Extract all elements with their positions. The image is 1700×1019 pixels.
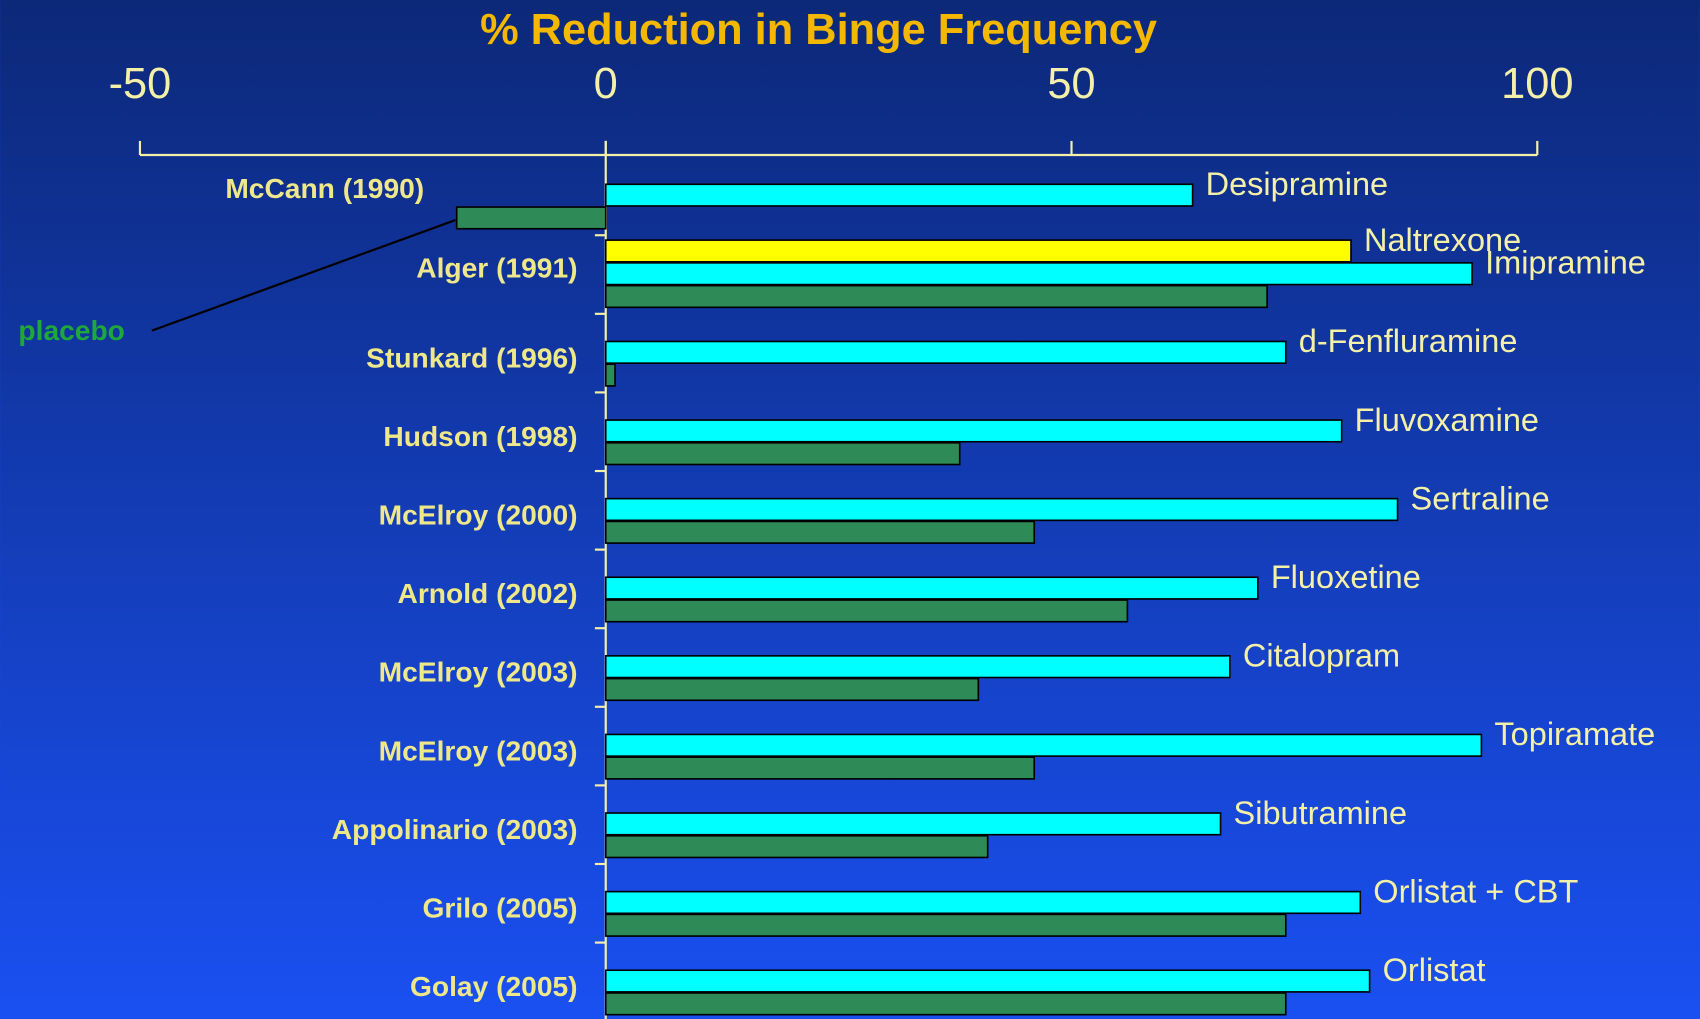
placebo-bar	[604, 756, 1036, 780]
drug-bar	[604, 497, 1399, 522]
study-label: Grilo (2005)	[423, 891, 578, 923]
placebo-bar	[604, 992, 1287, 1016]
study-label: Appolinario (2003)	[332, 813, 578, 845]
drug-label: Sertraline	[1411, 480, 1550, 516]
placebo-bar	[455, 206, 607, 230]
drug-bar	[604, 419, 1343, 443]
drug-bar	[604, 262, 1473, 286]
drug-bar	[604, 576, 1259, 600]
study-label: Alger (1991)	[416, 251, 577, 283]
study-label: McElroy (2000)	[379, 499, 578, 531]
drug-bar	[604, 655, 1231, 679]
drug-label: d-Fenfluramine	[1299, 323, 1518, 359]
x-tick-label: -50	[109, 60, 172, 108]
study-label: Golay (2005)	[410, 970, 578, 1002]
drug-bar	[604, 733, 1483, 757]
drug-label: Topiramate	[1494, 716, 1655, 752]
drug-bar	[604, 340, 1287, 364]
placebo-label: placebo	[18, 314, 124, 346]
placebo-bar	[604, 599, 1129, 623]
drug-label: Desipramine	[1206, 166, 1389, 202]
study-label: Stunkard (1996)	[366, 341, 577, 373]
placebo-bar	[604, 442, 961, 466]
study-label: McElroy (2003)	[379, 734, 578, 766]
drug-label: Imipramine	[1485, 245, 1646, 281]
placebo-bar	[604, 834, 989, 859]
x-tick-label: 100	[1501, 60, 1573, 108]
drug-label: Orlistat	[1383, 952, 1486, 988]
placebo-bar	[604, 520, 1036, 544]
drug-label: Fluvoxamine	[1355, 402, 1539, 438]
chart-title: % Reduction in Binge Frequency	[480, 6, 1157, 54]
placebo-pointer	[151, 219, 456, 332]
drug-bar	[604, 969, 1371, 993]
drug-bar	[604, 183, 1194, 207]
study-label: Arnold (2002)	[398, 577, 578, 609]
x-tick-label: 0	[594, 60, 618, 108]
study-label: McElroy (2003)	[379, 656, 578, 688]
placebo-bar	[604, 363, 616, 387]
study-label: Hudson (1998)	[383, 420, 577, 452]
drug-label: Orlistat + CBT	[1373, 873, 1578, 909]
drug-bar	[604, 890, 1362, 915]
study-label: McCann (1990)	[225, 172, 424, 204]
placebo-bar	[604, 913, 1287, 937]
x-tick-label: 50	[1047, 60, 1095, 108]
drug-bar	[604, 239, 1352, 263]
placebo-bar	[604, 677, 980, 702]
drug-bar	[604, 812, 1222, 836]
drug-label: Naltrexone	[1364, 222, 1521, 258]
drug-label: Fluoxetine	[1271, 559, 1421, 595]
drug-label: Citalopram	[1243, 638, 1400, 674]
placebo-bar	[604, 284, 1268, 309]
drug-label: Sibutramine	[1234, 795, 1408, 831]
